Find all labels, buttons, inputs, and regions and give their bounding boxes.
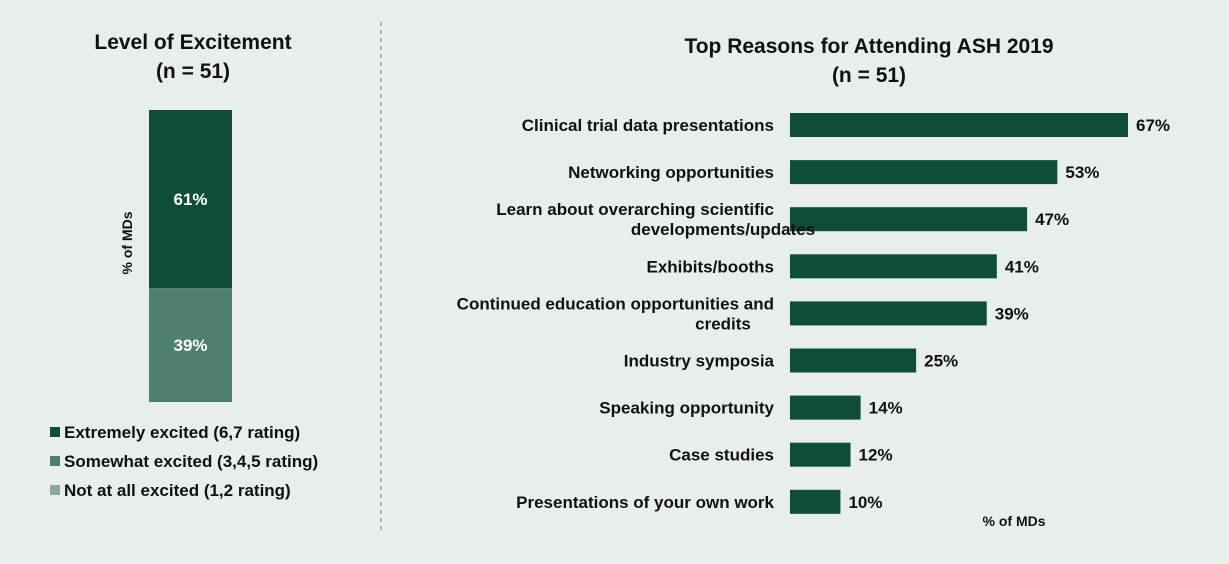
legend: Extremely excited (6,7 rating) Somewhat e… xyxy=(50,423,318,500)
bar-value-label-6: 25% xyxy=(924,352,958,371)
left-chart-subtitle: (n = 51) xyxy=(156,60,230,83)
category-label-6: Industry symposia xyxy=(624,352,775,371)
right-chart-subtitle: (n = 51) xyxy=(832,64,906,87)
stack-segment-1 xyxy=(149,110,232,289)
legend-entry-3: Not at all excited (1,2 rating) xyxy=(64,481,291,500)
bar-2 xyxy=(790,160,1058,185)
legend-entry-2: Somewhat excited (3,4,5 rating) xyxy=(64,452,318,471)
horizontal-bar-group: 67% Clinical trial data presentations 53% N… xyxy=(457,113,1170,514)
bar-5 xyxy=(790,301,987,326)
stack-segment-label-2: 39% xyxy=(173,336,207,355)
category-label-3-line-2: developments/updates xyxy=(631,220,815,239)
bar-4 xyxy=(790,254,997,279)
bar-value-label-1: 67% xyxy=(1136,116,1170,135)
bar-value-label-3: 47% xyxy=(1035,210,1069,229)
category-label-5-line-1: Continued education opportunities and xyxy=(457,294,774,313)
category-label-1: Clinical trial data presentations xyxy=(522,116,774,135)
bar-7 xyxy=(790,395,861,420)
category-label-4: Exhibits/booths xyxy=(647,257,775,276)
legend-swatch-2 xyxy=(50,456,60,466)
bar-value-label-7: 14% xyxy=(869,399,903,418)
bar-6 xyxy=(790,348,917,373)
category-label-2: Networking opportunities xyxy=(568,163,774,182)
right-chart-title: Top Reasons for Attending ASH 2019 xyxy=(684,35,1053,58)
bar-1 xyxy=(790,113,1128,137)
bar-value-label-4: 41% xyxy=(1005,257,1039,276)
bar-8 xyxy=(790,442,851,467)
bar-value-label-2: 53% xyxy=(1065,163,1099,182)
category-label-3-line-1: Learn about overarching scientific xyxy=(496,200,774,219)
bar-9 xyxy=(790,489,841,514)
stack-segment-label-1: 61% xyxy=(173,190,207,209)
category-label-9: Presentations of your own work xyxy=(516,493,774,512)
category-label-7: Speaking opportunity xyxy=(599,399,774,418)
legend-swatch-3 xyxy=(50,485,60,495)
legend-entry-1: Extremely excited (6,7 rating) xyxy=(64,423,300,442)
left-chart-title: Level of Excitement xyxy=(94,31,291,54)
legend-swatch-1 xyxy=(50,427,60,437)
bar-value-label-5: 39% xyxy=(995,304,1029,323)
bar-3 xyxy=(790,207,1028,232)
right-chart-xlabel: % of MDs xyxy=(983,513,1046,529)
stacked-bar-group: 61% 39% xyxy=(149,110,232,402)
bar-value-label-9: 10% xyxy=(848,493,882,512)
category-label-8: Case studies xyxy=(669,446,774,465)
category-label-5-line-2: credits xyxy=(695,314,751,333)
left-chart-ylabel: % of MDs xyxy=(119,211,135,274)
bar-value-label-8: 12% xyxy=(859,446,893,465)
stack-segment-2 xyxy=(149,288,232,402)
